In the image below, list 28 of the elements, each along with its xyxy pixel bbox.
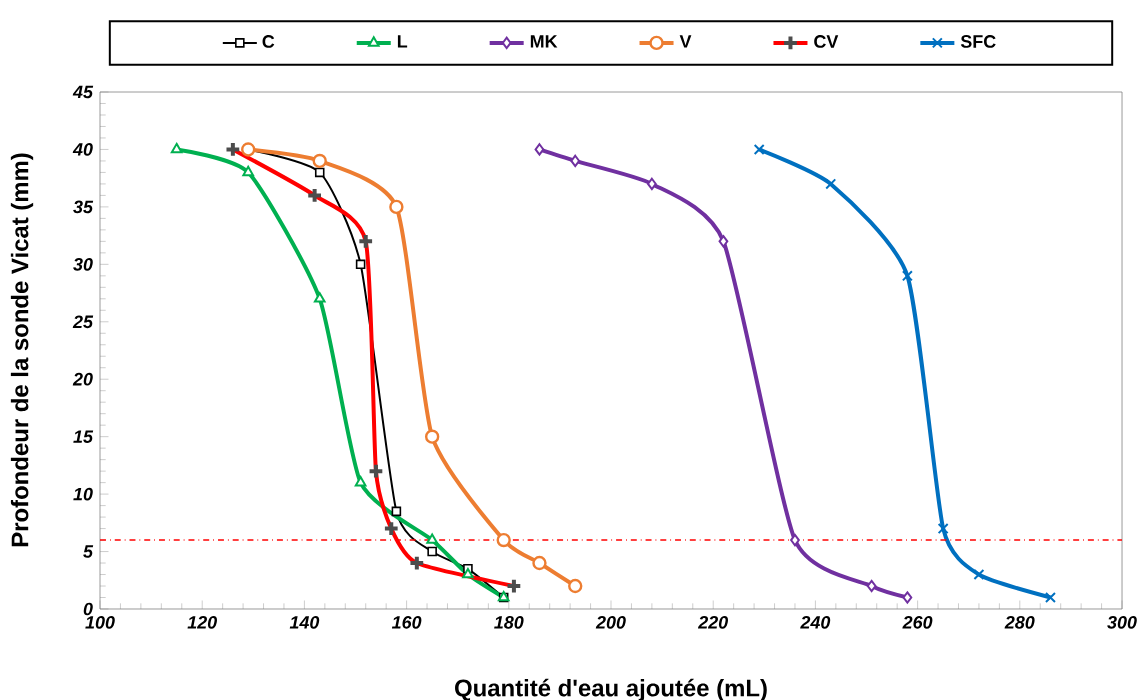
legend-label: CV: [814, 35, 839, 48]
x-tick-label: 280: [1004, 616, 1035, 629]
legend-label: SFC: [960, 35, 996, 48]
y-axis-title: Profondeur de la sonde Vicat (mm): [10, 153, 34, 547]
legend-label: MK: [530, 35, 558, 48]
legend-label: V: [679, 35, 692, 48]
y-tick-label: 45: [72, 85, 94, 99]
x-tick-label: 300: [1107, 616, 1137, 629]
y-tick-label: 20: [72, 372, 93, 386]
x-tick-label: 140: [289, 616, 320, 629]
y-tick-label: 25: [72, 315, 94, 329]
x-tick-label: 180: [494, 616, 524, 629]
y-tick-label: 10: [73, 487, 93, 501]
legend-label: L: [397, 35, 408, 48]
legend-label: C: [262, 35, 275, 48]
y-tick-label: 0: [83, 602, 93, 616]
y-tick-label: 35: [73, 200, 94, 214]
x-tick-label: 100: [85, 616, 115, 629]
y-tick-label: 15: [73, 430, 94, 443]
y-tick-label: 5: [83, 545, 94, 558]
x-tick-label: 160: [391, 616, 422, 629]
x-tick-label: 120: [187, 616, 217, 629]
x-tick-label: 220: [697, 616, 728, 629]
y-tick-label: 40: [72, 143, 93, 156]
x-tick-label: 260: [902, 616, 933, 629]
x-tick-label: 240: [800, 616, 831, 629]
y-tick-label: 30: [73, 257, 93, 271]
x-tick-label: 200: [595, 616, 626, 629]
